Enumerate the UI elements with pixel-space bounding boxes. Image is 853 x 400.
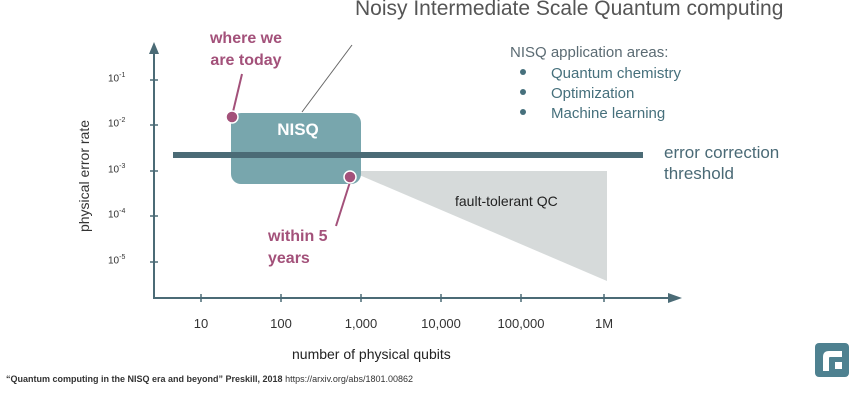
x-axis-label: number of physical qubits <box>292 346 451 362</box>
y-tick-label: 10-2 <box>108 117 126 130</box>
list-item: Optimization <box>520 84 681 104</box>
list-item: Quantum chemistry <box>520 64 681 84</box>
citation-link[interactable]: https://arxiv.org/abs/1801.00862 <box>285 374 413 384</box>
brand-logo-icon <box>815 343 849 377</box>
today-annotation: where we are today <box>209 30 283 69</box>
x-tick-label: 1,000 <box>344 316 378 331</box>
y-axis-label: physical error rate <box>76 119 92 233</box>
x-tick-label: 1M <box>594 316 614 331</box>
page-title: Noisy Intermediate Scale Quantum computi… <box>355 0 784 20</box>
y-tick-label: 10-3 <box>108 163 126 176</box>
fault-tolerant-label: fault-tolerant QC <box>455 193 558 209</box>
today-marker <box>225 110 239 124</box>
nisq-region <box>231 113 361 184</box>
x-tick-label: 10,000 <box>421 316 461 331</box>
applications-heading: NISQ application areas: <box>510 44 669 61</box>
y-axis-arrow <box>149 42 159 54</box>
fault-tolerant-region <box>350 171 607 281</box>
threshold-label: error correction threshold <box>664 143 780 183</box>
y-tick-marks <box>150 79 158 263</box>
title-pointer-line <box>301 44 353 113</box>
y-tick-label: 10-4 <box>108 208 126 221</box>
applications-list: Quantum chemistry Optimization Machine l… <box>520 64 681 124</box>
five-years-pointer-line <box>335 181 351 227</box>
citation-quote: “Quantum computing in the NISQ era and b… <box>6 374 283 384</box>
today-pointer-line <box>231 73 243 117</box>
x-tick-label: 10 <box>193 316 209 331</box>
list-item: Machine learning <box>520 104 681 124</box>
citation: “Quantum computing in the NISQ era and b… <box>6 374 413 384</box>
x-tick-marks <box>200 294 605 302</box>
five-years-marker <box>343 170 357 184</box>
bullet-icon <box>520 109 526 116</box>
x-tick-label: 100,000 <box>497 316 545 331</box>
y-tick-label: 10-5 <box>108 254 126 267</box>
application-label: Machine learning <box>551 105 666 122</box>
bullet-icon <box>520 69 526 76</box>
x-tick-label: 100 <box>270 316 292 331</box>
application-label: Quantum chemistry <box>551 65 682 82</box>
y-tick-label: 10-1 <box>108 72 126 85</box>
x-axis-arrow <box>668 293 682 303</box>
error-correction-threshold-line <box>173 152 643 158</box>
nisq-label: NISQ <box>277 120 319 139</box>
bullet-icon <box>520 89 526 96</box>
application-label: Optimization <box>551 85 635 102</box>
five-years-annotation: within 5 years <box>268 228 328 267</box>
